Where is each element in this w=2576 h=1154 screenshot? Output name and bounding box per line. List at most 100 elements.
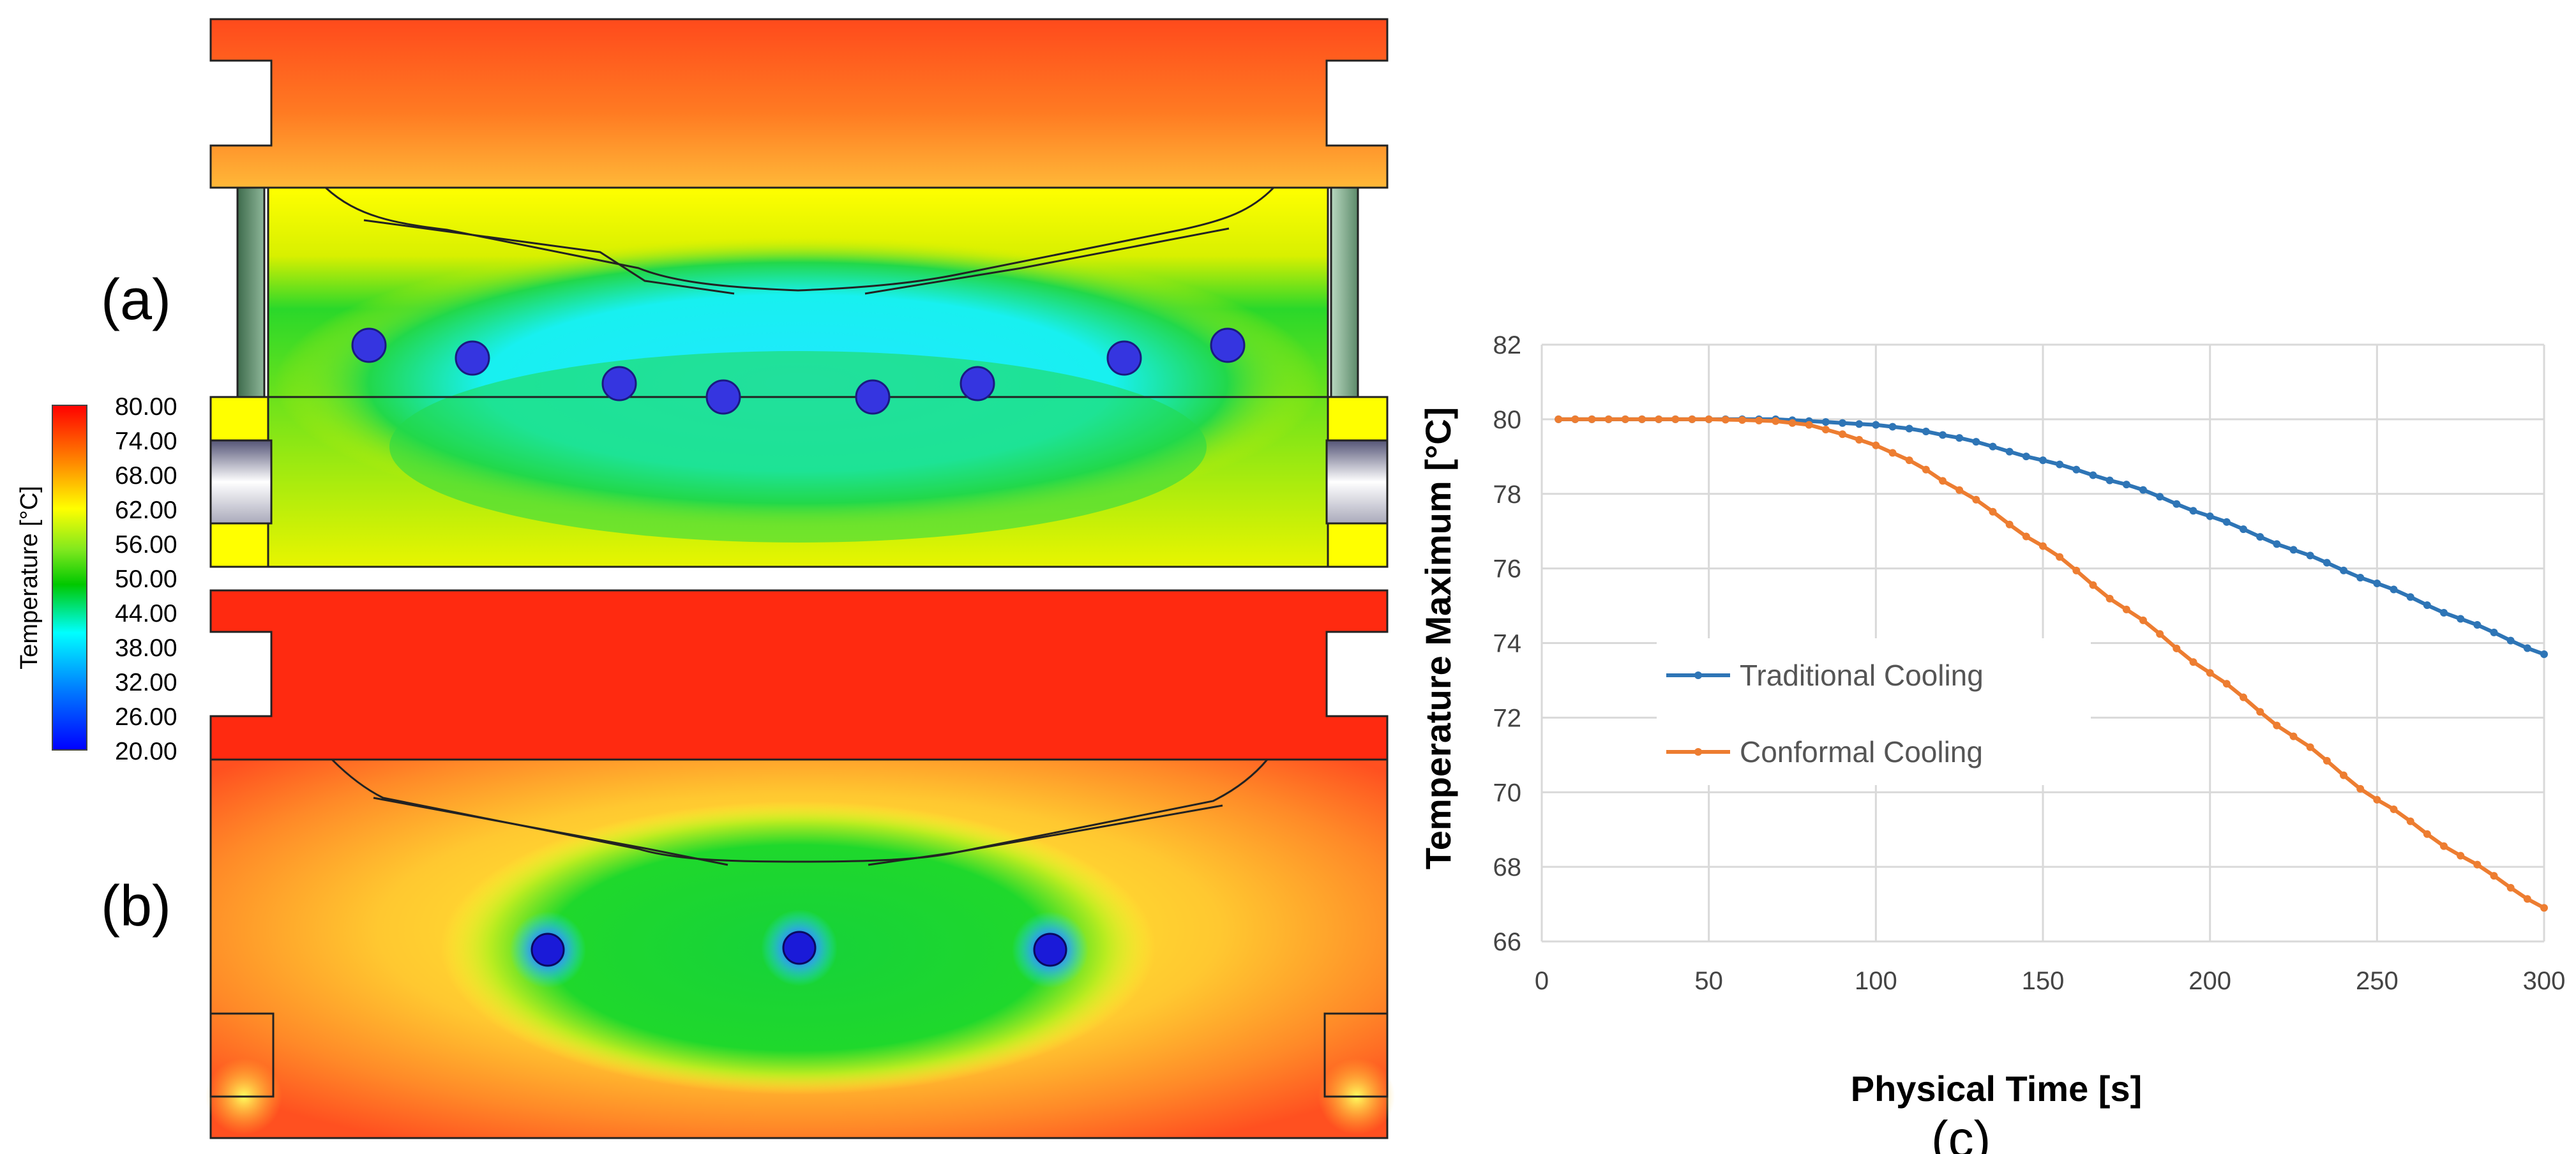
data-point [2306, 743, 2314, 751]
panel-b-part-left [373, 797, 728, 866]
data-point [2139, 486, 2147, 494]
data-point [1671, 415, 1680, 423]
data-point [2222, 518, 2231, 526]
data-point [1905, 424, 1913, 433]
colorbar-label: 50.00 [115, 566, 177, 593]
x-tick-label: 300 [2523, 967, 2566, 995]
x-tick-label: 250 [2356, 967, 2399, 995]
data-point [2506, 636, 2515, 645]
data-point [2039, 542, 2047, 550]
data-point [1989, 442, 1997, 451]
panel-a-left-hole [209, 439, 273, 525]
cooling-channel [601, 366, 637, 401]
panel-a-thermal-map: (a) [101, 18, 1389, 568]
y-tick-label: 72 [1493, 704, 1522, 732]
data-point [2005, 447, 2014, 456]
panel-c-line-chart: 66 68 70 72 74 76 78 80 82 0 50 100 150 200 250 300 Tr… [1418, 331, 2565, 1154]
data-point [1738, 416, 1746, 424]
data-point [2423, 830, 2431, 838]
panel-a-cooling-channels [351, 327, 1246, 415]
x-tick-labels: 0 50 100 150 200 250 300 [1535, 967, 2566, 995]
data-point [1755, 416, 1763, 424]
colorbar-label: 80.00 [115, 393, 177, 421]
panel-b-thermal-map: (b) [101, 589, 1395, 1139]
data-point [2089, 471, 2097, 479]
panel-b-right-block [1323, 1012, 1389, 1098]
data-point [1888, 423, 1897, 431]
y-tick-labels: 66 68 70 72 74 76 78 80 82 [1493, 331, 1522, 956]
data-point [2105, 594, 2114, 603]
data-point [2189, 507, 2197, 515]
data-point [2540, 904, 2548, 912]
panel-a-right-hole [1325, 439, 1389, 525]
x-tick-label: 100 [1855, 967, 1897, 995]
data-point [1905, 456, 1913, 465]
colorbar-gradient [52, 405, 87, 751]
data-point [1888, 449, 1897, 457]
data-point [2156, 630, 2164, 638]
data-point [1772, 417, 1780, 425]
data-point [2039, 456, 2047, 465]
panel-b-top-plate [209, 589, 1389, 761]
data-point [1839, 430, 1846, 438]
data-point [2089, 581, 2097, 589]
data-point [2473, 860, 2482, 869]
data-point [2406, 817, 2414, 825]
cooling-channel [1033, 933, 1067, 967]
legend-label-conformal: Conformal Cooling [1740, 735, 1983, 768]
data-point [2323, 558, 2331, 567]
data-point [1555, 415, 1563, 423]
colorbar-label: 68.00 [115, 462, 177, 490]
data-point [1922, 465, 1930, 474]
data-point [2457, 851, 2465, 860]
panel-a-label: (a) [101, 268, 171, 332]
data-point [1571, 415, 1579, 423]
data-point [2473, 621, 2482, 629]
data-point [1939, 431, 1947, 439]
data-point [2373, 580, 2381, 587]
data-point [1989, 507, 1997, 516]
series-line-traditional [1558, 417, 2545, 656]
colorbar-label: 20.00 [115, 738, 177, 765]
cooling-channel [705, 379, 741, 415]
data-point [1821, 425, 1830, 433]
cooling-channel [1106, 340, 1142, 376]
colorbar-labels: 80.00 74.00 68.00 62.00 56.00 50.00 44.0… [115, 393, 177, 765]
data-point [2457, 615, 2465, 623]
data-point [2173, 500, 2181, 508]
panel-b-left-block [209, 1012, 275, 1098]
panel-a-cool-zone-lower [389, 351, 1207, 543]
data-point [1972, 495, 1980, 504]
y-tick-label: 76 [1493, 555, 1522, 583]
data-point [2156, 493, 2164, 501]
chart-legend: Traditional Cooling Conformal Cooling [1657, 638, 2091, 785]
colorbar-label: 26.00 [115, 703, 177, 731]
data-point [2005, 520, 2014, 528]
cooling-channel [531, 933, 565, 967]
data-point [2390, 805, 2398, 813]
data-point [2340, 566, 2347, 574]
panel-a-left-pin [236, 186, 266, 398]
cooling-channel [1210, 327, 1246, 363]
data-point [1955, 434, 1964, 442]
y-tick-label: 66 [1493, 928, 1522, 956]
data-point [2056, 553, 2064, 561]
y-axis-title: Temperature Maximum [°C] [1418, 407, 1458, 870]
colorbar-label: 44.00 [115, 600, 177, 627]
colorbar-title: Temperature [°C] [16, 486, 43, 670]
colorbar-label: 74.00 [115, 428, 177, 455]
data-point [2390, 585, 2398, 594]
data-point [2440, 609, 2448, 617]
data-point [2523, 644, 2531, 652]
data-point [2273, 540, 2281, 548]
y-tick-label: 80 [1493, 406, 1522, 434]
cooling-channel [960, 366, 995, 401]
data-point [1839, 419, 1846, 427]
data-point [1955, 486, 1964, 494]
cooling-channel [855, 379, 891, 415]
x-tick-label: 0 [1535, 967, 1549, 995]
data-point [2490, 628, 2498, 636]
data-point [2340, 771, 2347, 779]
legend-background [1657, 638, 2091, 785]
data-point [1855, 420, 1864, 428]
